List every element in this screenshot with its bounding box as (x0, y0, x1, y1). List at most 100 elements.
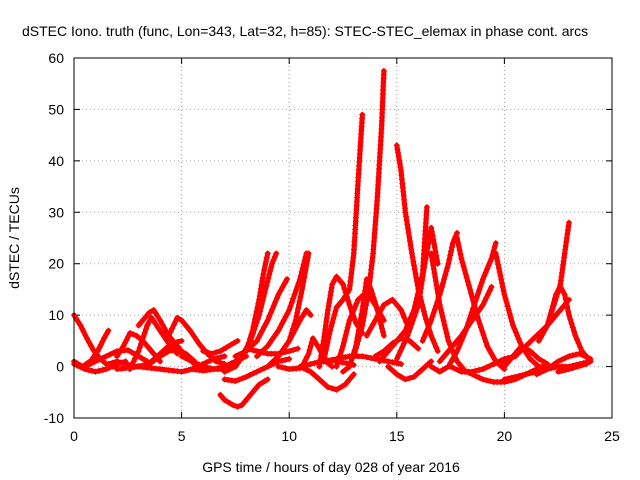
data-point (333, 355, 340, 362)
data-point (440, 317, 447, 324)
data-point (412, 343, 419, 349)
data-point (338, 347, 345, 354)
data-point (444, 264, 451, 271)
data-point (123, 336, 130, 343)
data-point (340, 343, 346, 349)
data-point (181, 320, 188, 327)
data-point (428, 254, 435, 261)
data-point (118, 359, 125, 366)
data-point (476, 287, 483, 294)
data-point (258, 282, 265, 288)
series-arc (286, 307, 314, 344)
data-point (302, 266, 309, 273)
data-point (512, 349, 519, 356)
data-point (172, 318, 179, 325)
data-point (425, 361, 432, 367)
data-point (399, 331, 406, 337)
data-point (329, 356, 336, 363)
data-point (416, 368, 423, 375)
data-point (370, 321, 377, 328)
data-point (264, 363, 271, 370)
data-point (221, 363, 228, 370)
data-point (273, 295, 280, 302)
data-point (277, 287, 284, 294)
data-point (555, 358, 562, 365)
data-point (259, 297, 266, 304)
data-point (440, 280, 447, 286)
data-point (217, 359, 224, 366)
data-point (256, 350, 263, 357)
data-point (275, 363, 282, 370)
data-point (304, 258, 311, 265)
x-tick-labels: 0 5 10 15 20 25 (70, 428, 620, 444)
data-point (473, 311, 480, 318)
data-point (515, 336, 522, 343)
data-point (264, 250, 271, 257)
data-point (435, 295, 442, 302)
data-point (178, 353, 185, 360)
data-point (253, 353, 260, 360)
data-point (261, 266, 268, 273)
data-point (578, 362, 585, 369)
data-point (284, 310, 291, 317)
data-point (114, 353, 120, 360)
data-point (406, 238, 413, 245)
data-point (479, 366, 486, 373)
data-point (277, 350, 284, 357)
data-point (484, 265, 491, 272)
data-point (396, 160, 403, 167)
data-point (136, 344, 143, 351)
data-point (445, 260, 452, 267)
data-point (85, 367, 92, 373)
x-tick-label: 15 (389, 428, 405, 444)
data-point (476, 367, 483, 373)
data-point (477, 283, 484, 290)
data-point (514, 332, 521, 339)
data-point (290, 346, 297, 353)
data-point (273, 330, 280, 337)
data-point (246, 346, 253, 353)
data-point (368, 355, 374, 361)
data-point (357, 330, 364, 337)
data-point (454, 235, 461, 241)
data-point (165, 343, 172, 349)
data-point (527, 348, 534, 355)
data-point (558, 273, 565, 280)
data-point (351, 349, 358, 356)
data-point (133, 351, 140, 358)
data-point (428, 317, 435, 324)
data-point (397, 348, 404, 355)
data-point (250, 370, 257, 377)
data-point (297, 294, 304, 301)
data-point (436, 358, 443, 365)
data-point (574, 363, 581, 370)
data-point (189, 330, 196, 337)
data-point (449, 240, 456, 247)
data-point (512, 373, 519, 380)
data-point (502, 295, 509, 302)
data-point (263, 258, 269, 265)
data-point (342, 354, 349, 361)
data-point (548, 307, 555, 313)
data-point (291, 291, 298, 298)
data-point (290, 295, 297, 302)
data-point (154, 313, 161, 320)
data-point (393, 355, 400, 362)
data-point (272, 298, 279, 305)
data-point (402, 376, 409, 383)
data-point (187, 327, 194, 334)
data-point (174, 314, 181, 321)
data-point (282, 313, 289, 320)
data-point (250, 347, 257, 354)
data-point (447, 363, 454, 370)
data-point (415, 345, 422, 352)
data-point (365, 290, 372, 297)
data-point (562, 295, 569, 302)
data-point (307, 343, 314, 349)
data-point (307, 368, 314, 375)
data-point (185, 356, 192, 363)
data-point (275, 327, 282, 334)
data-point (322, 350, 329, 357)
data-point (447, 345, 454, 352)
data-point (439, 355, 446, 362)
